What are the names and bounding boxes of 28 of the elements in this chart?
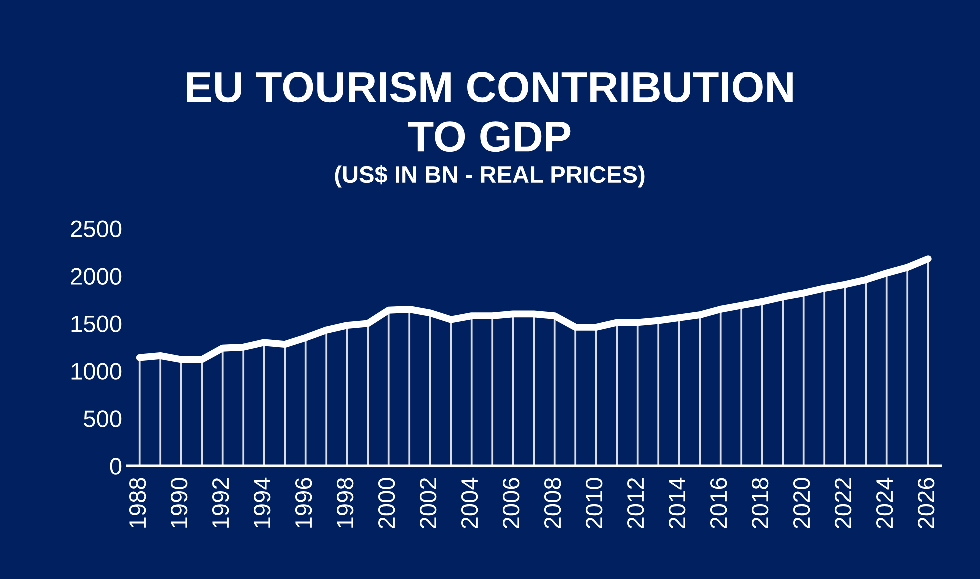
- x-tick-label: 2002: [420, 478, 437, 529]
- x-tick-label: 2024: [876, 478, 894, 529]
- x-tick-label: 1994: [254, 478, 271, 528]
- x-tick-label: 2008: [544, 478, 562, 529]
- x-tick-label: 1988: [129, 478, 146, 528]
- x-tick-label: 2006: [502, 478, 520, 529]
- x-tick-label: 2026: [918, 478, 935, 529]
- x-tick-label: 1996: [295, 478, 312, 528]
- x-tick-label: 2000: [378, 478, 396, 529]
- y-tick-label: 0: [110, 458, 122, 475]
- x-tick-label: 2018: [752, 478, 769, 529]
- x-tick-label: 2010: [586, 478, 603, 529]
- x-tick-label: 2020: [793, 478, 810, 529]
- chart-subtitle: (US$ IN BN - REAL PRICES): [335, 165, 645, 188]
- x-tick-label: 2022: [834, 478, 852, 529]
- x-tick-label: 2014: [668, 478, 686, 529]
- x-tick-label: 2016: [710, 478, 728, 529]
- y-tick-label: 500: [84, 410, 122, 428]
- chart-title: EU TOURISM CONTRIBUTION TO GDP: [187, 72, 793, 152]
- y-tick-label: 1000: [72, 363, 122, 380]
- y-tick-label: 2000: [71, 268, 122, 285]
- x-tick-label: 1998: [336, 478, 354, 528]
- y-tick-label: 2500: [71, 220, 122, 238]
- y-tick-label: 1500: [72, 316, 122, 332]
- x-tick-label: 2012: [627, 478, 644, 529]
- x-tick-label: 1990: [170, 478, 188, 528]
- x-tick-label: 1992: [212, 478, 230, 528]
- x-tick-label: 2004: [461, 478, 478, 529]
